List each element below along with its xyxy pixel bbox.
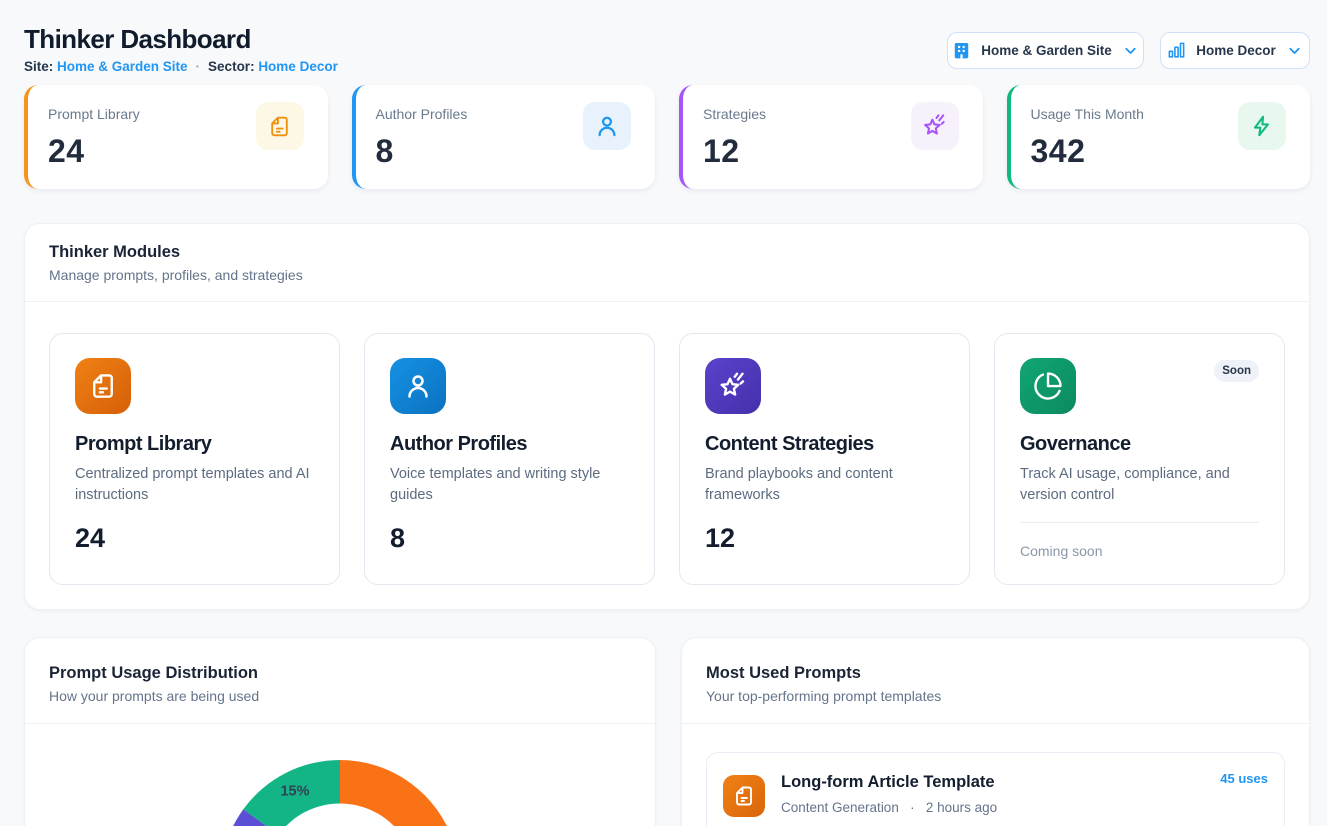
svg-text:15%: 15%	[280, 783, 309, 799]
